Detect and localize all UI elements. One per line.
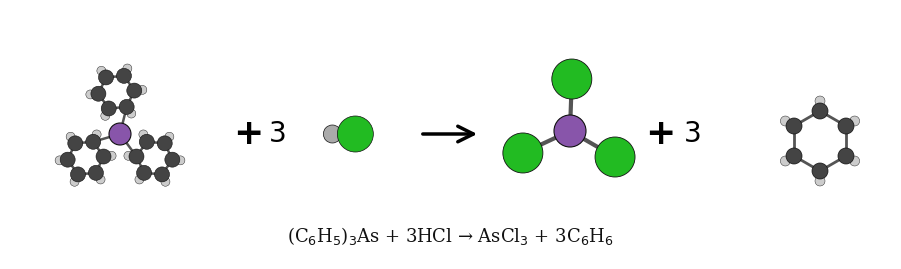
Circle shape — [60, 152, 75, 167]
Circle shape — [786, 148, 802, 164]
Circle shape — [88, 165, 104, 180]
Circle shape — [503, 133, 543, 173]
Circle shape — [97, 66, 106, 75]
Circle shape — [70, 177, 79, 186]
Circle shape — [135, 175, 144, 184]
Circle shape — [55, 156, 64, 165]
Circle shape — [815, 96, 825, 106]
Circle shape — [66, 132, 75, 141]
Circle shape — [815, 176, 825, 186]
Circle shape — [139, 130, 148, 139]
Circle shape — [838, 148, 854, 164]
Circle shape — [323, 125, 341, 143]
Circle shape — [107, 151, 116, 160]
Circle shape — [70, 167, 86, 182]
Circle shape — [68, 136, 83, 151]
Text: +: + — [645, 117, 675, 151]
Text: 3: 3 — [269, 120, 287, 148]
Circle shape — [154, 167, 169, 182]
Circle shape — [92, 130, 101, 139]
Circle shape — [165, 132, 174, 141]
Circle shape — [123, 64, 132, 73]
Circle shape — [86, 134, 101, 149]
Circle shape — [127, 109, 136, 118]
Circle shape — [86, 90, 95, 99]
Circle shape — [137, 165, 151, 180]
Circle shape — [850, 156, 860, 166]
Circle shape — [551, 59, 592, 99]
Text: +: + — [232, 117, 263, 151]
Circle shape — [116, 68, 132, 83]
Circle shape — [96, 149, 111, 164]
Circle shape — [101, 111, 110, 120]
Circle shape — [554, 115, 586, 147]
Circle shape — [812, 163, 828, 179]
Text: 3: 3 — [684, 120, 702, 148]
Circle shape — [96, 175, 105, 184]
Circle shape — [109, 123, 131, 145]
Circle shape — [337, 116, 373, 152]
Circle shape — [838, 118, 854, 134]
Circle shape — [124, 151, 133, 160]
Circle shape — [127, 83, 141, 98]
Circle shape — [98, 70, 114, 85]
Circle shape — [91, 86, 106, 101]
Circle shape — [165, 152, 180, 167]
Circle shape — [786, 118, 802, 134]
Circle shape — [101, 101, 116, 116]
Circle shape — [138, 85, 147, 94]
Circle shape — [780, 116, 790, 126]
Circle shape — [119, 100, 134, 114]
Circle shape — [595, 137, 635, 177]
Circle shape — [812, 103, 828, 119]
Circle shape — [158, 136, 172, 151]
Circle shape — [780, 156, 790, 166]
Circle shape — [140, 134, 154, 149]
Circle shape — [161, 177, 170, 186]
Circle shape — [176, 156, 185, 165]
Text: (C$_6$H$_5$)$_3$As + 3HCl → AsCl$_3$ + 3C$_6$H$_6$: (C$_6$H$_5$)$_3$As + 3HCl → AsCl$_3$ + 3… — [287, 225, 614, 247]
Circle shape — [129, 149, 144, 164]
Circle shape — [850, 116, 860, 126]
